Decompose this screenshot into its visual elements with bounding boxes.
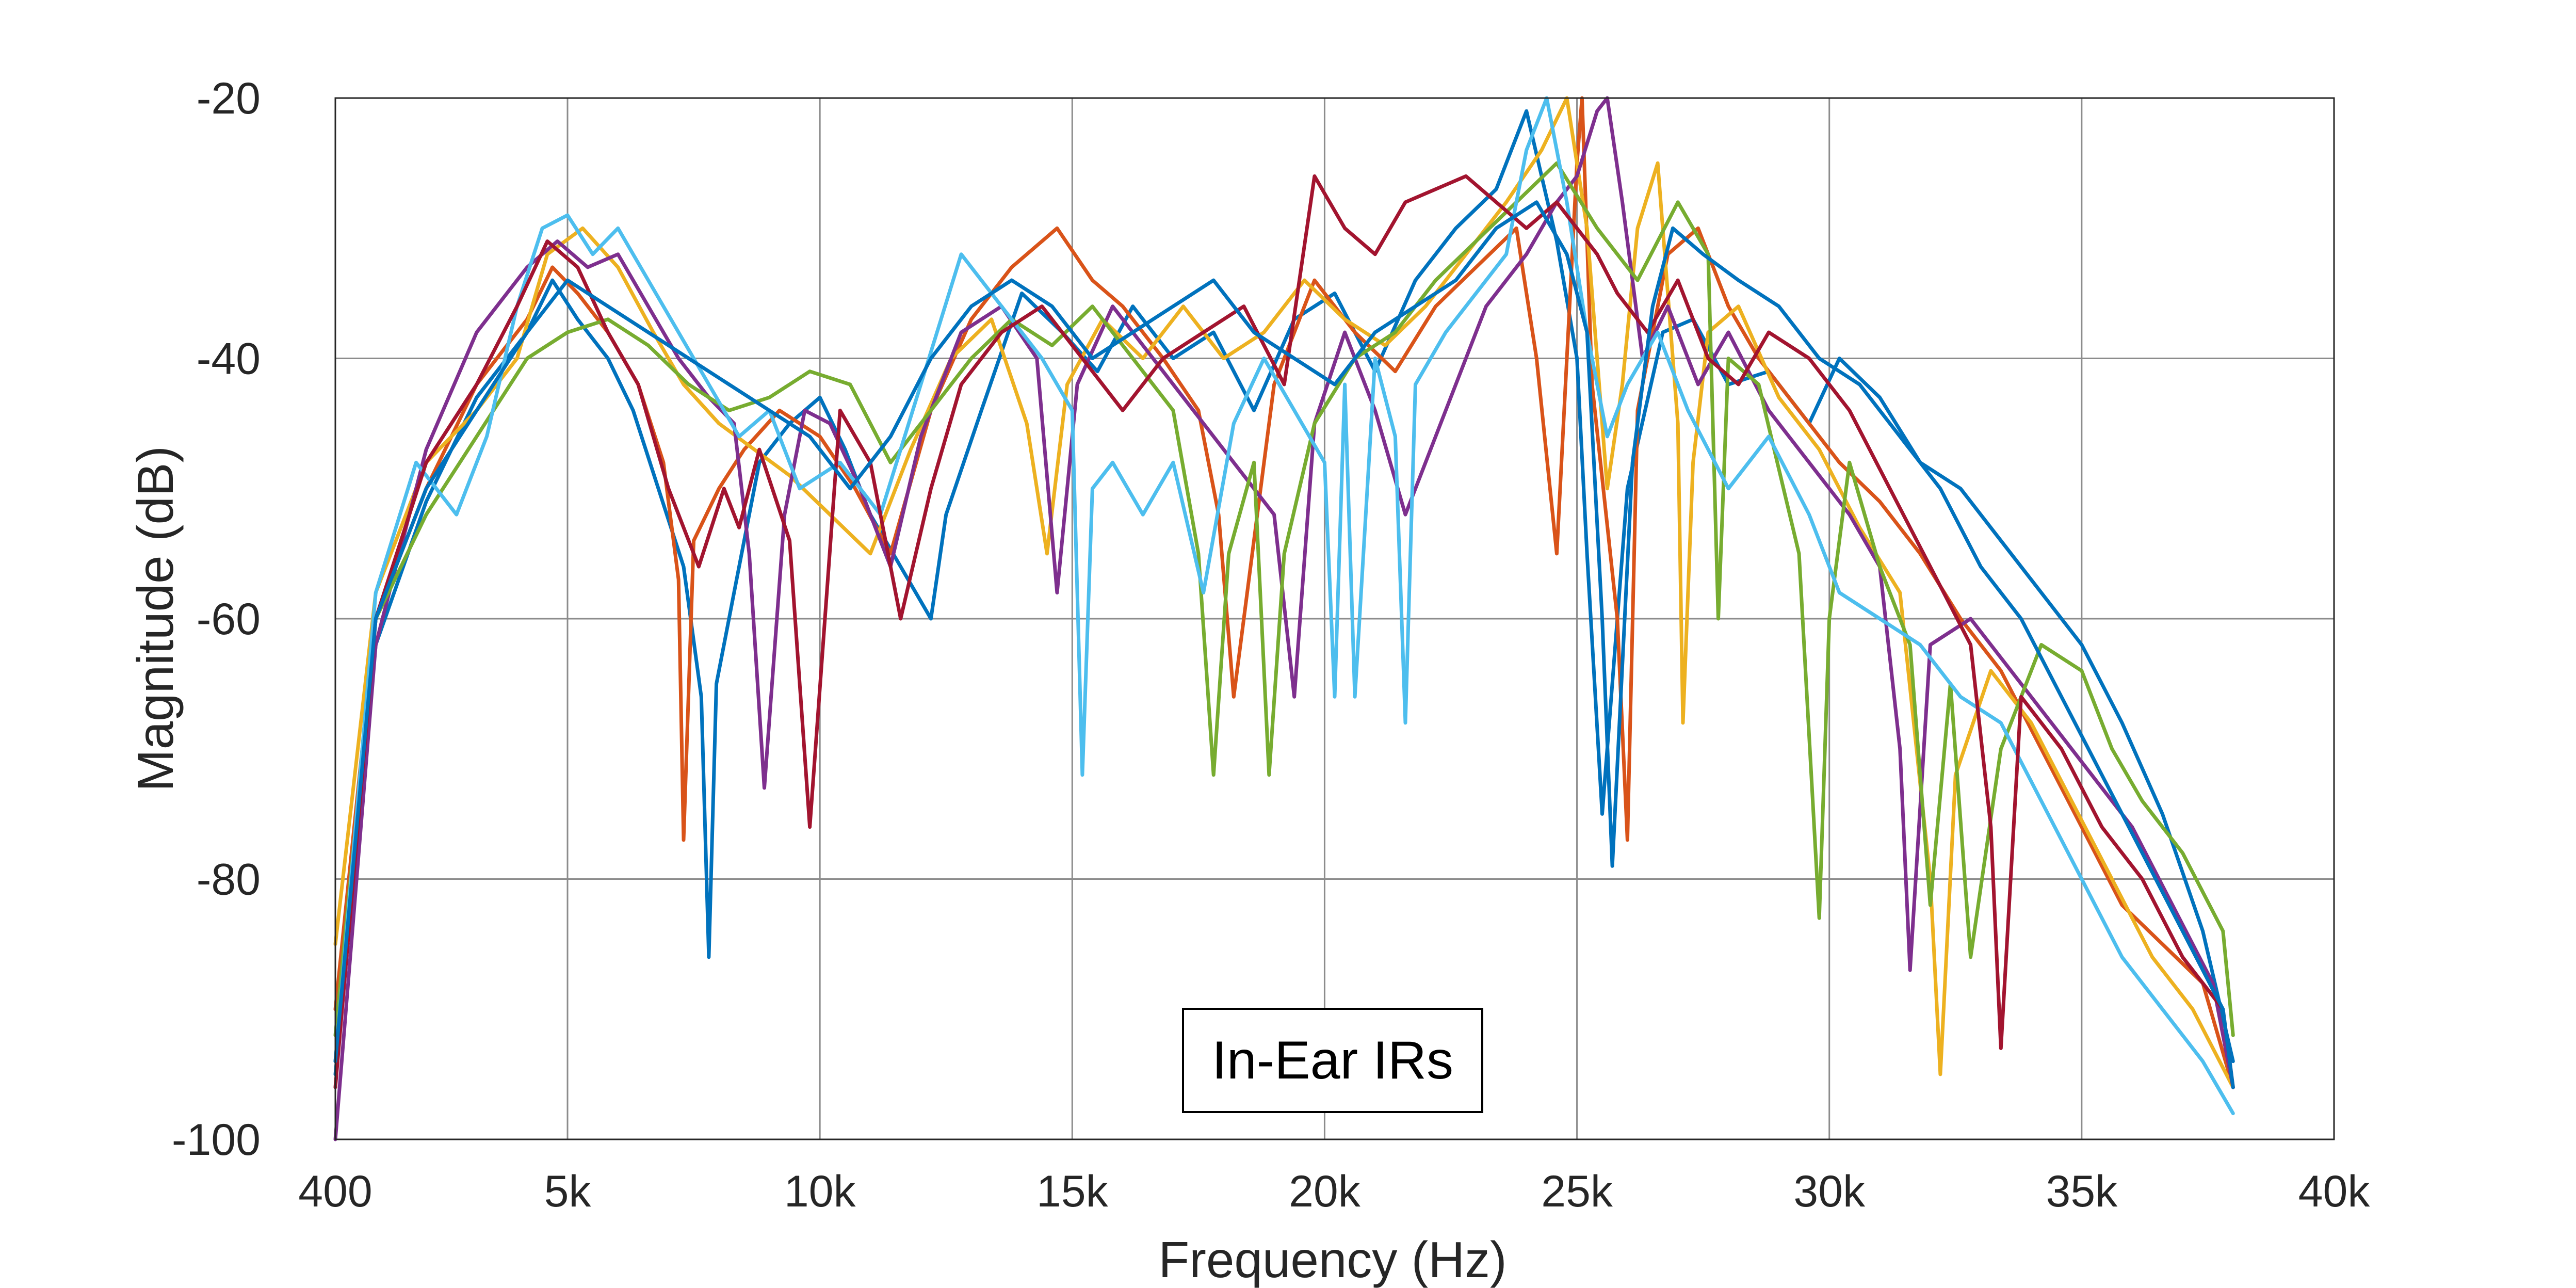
series-line-7 xyxy=(333,174,2235,1089)
series-line-2 xyxy=(333,96,2235,1089)
series-line-5 xyxy=(333,161,2235,1037)
x-tick-label: 25k xyxy=(1541,1167,1613,1216)
y-tick-label: -40 xyxy=(197,334,261,384)
annotation-label: In-Ear IRs xyxy=(1212,1031,1453,1090)
series-line-3 xyxy=(333,96,2235,1089)
series-line-6 xyxy=(333,96,2235,1116)
y-tick-label: -100 xyxy=(172,1115,261,1165)
y-axis-title: Magnitude (dB) xyxy=(127,446,184,792)
y-tick-label: -20 xyxy=(197,74,261,123)
series-line-8 xyxy=(333,200,2235,1089)
x-tick-label: 400 xyxy=(298,1167,372,1216)
x-tick-label: 5k xyxy=(544,1167,592,1216)
x-axis-title: Frequency (Hz) xyxy=(1158,1231,1506,1288)
x-tick-label: 40k xyxy=(2298,1167,2371,1216)
x-tick-label: 35k xyxy=(2046,1167,2118,1216)
annotation-box: In-Ear IRs xyxy=(1182,1008,1483,1113)
y-tick-label: -60 xyxy=(197,594,261,644)
x-tick-label: 10k xyxy=(784,1167,856,1216)
x-tick-label: 15k xyxy=(1036,1167,1109,1216)
plot-frame xyxy=(334,97,2335,1140)
y-tick-label: -80 xyxy=(197,855,261,905)
series-lines xyxy=(333,96,2235,1141)
tick-labels: 400 5k 10k 15k 20k 25k 30k 35k 40k -100 -80 -60 -40 -… xyxy=(172,74,2370,1216)
x-tick-label: 20k xyxy=(1289,1167,1361,1216)
annotation-frame xyxy=(1182,1008,1483,1113)
x-tick-label: 30k xyxy=(1793,1167,1866,1216)
